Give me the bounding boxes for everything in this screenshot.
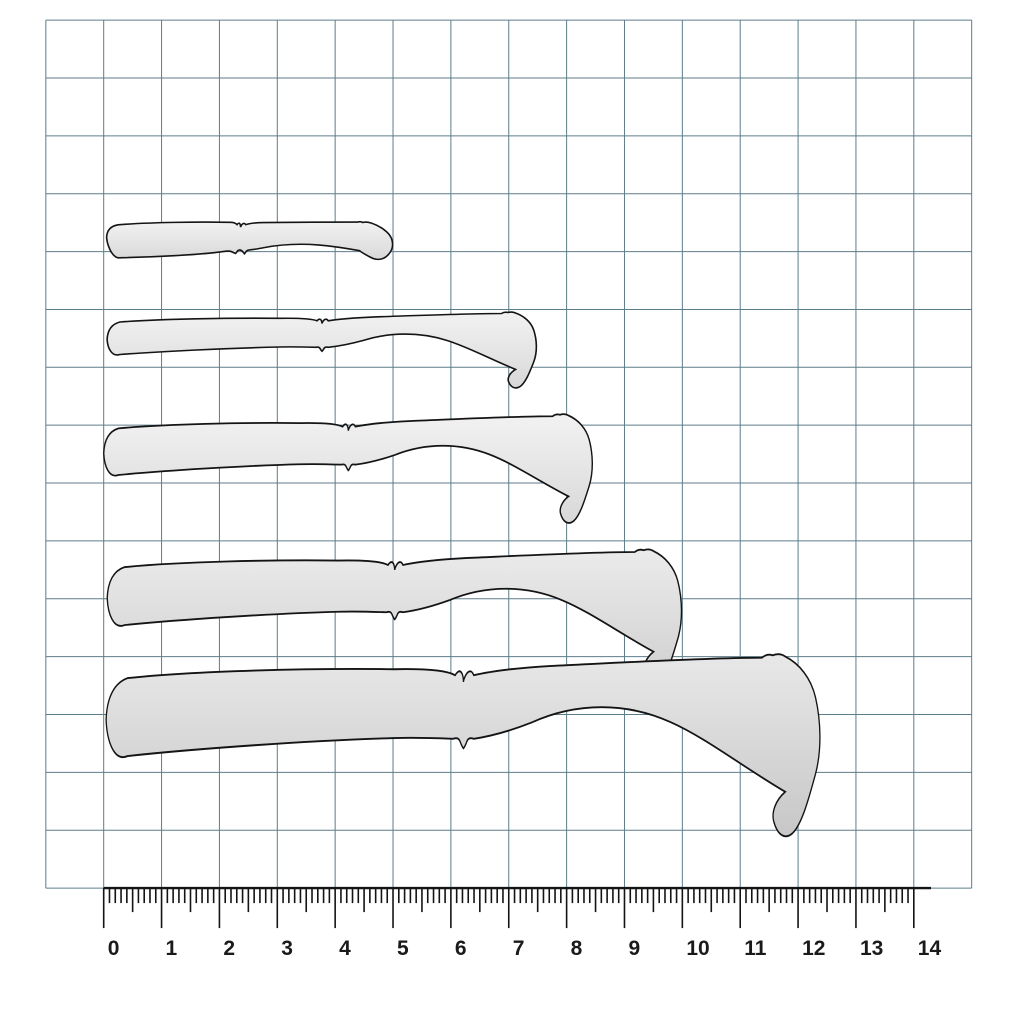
- svg-text:6: 6: [455, 937, 467, 960]
- svg-text:14: 14: [918, 937, 942, 960]
- svg-text:8: 8: [571, 937, 583, 960]
- svg-text:9: 9: [628, 937, 640, 960]
- svg-text:3: 3: [281, 937, 293, 960]
- svg-text:4: 4: [339, 937, 351, 960]
- svg-text:10: 10: [686, 937, 709, 960]
- svg-text:11: 11: [744, 937, 767, 960]
- svg-text:7: 7: [513, 937, 525, 960]
- svg-text:13: 13: [860, 937, 883, 960]
- svg-text:12: 12: [802, 937, 825, 960]
- svg-text:2: 2: [223, 937, 235, 960]
- svg-text:0: 0: [108, 937, 120, 960]
- svg-text:5: 5: [397, 937, 409, 960]
- svg-text:1: 1: [166, 937, 178, 960]
